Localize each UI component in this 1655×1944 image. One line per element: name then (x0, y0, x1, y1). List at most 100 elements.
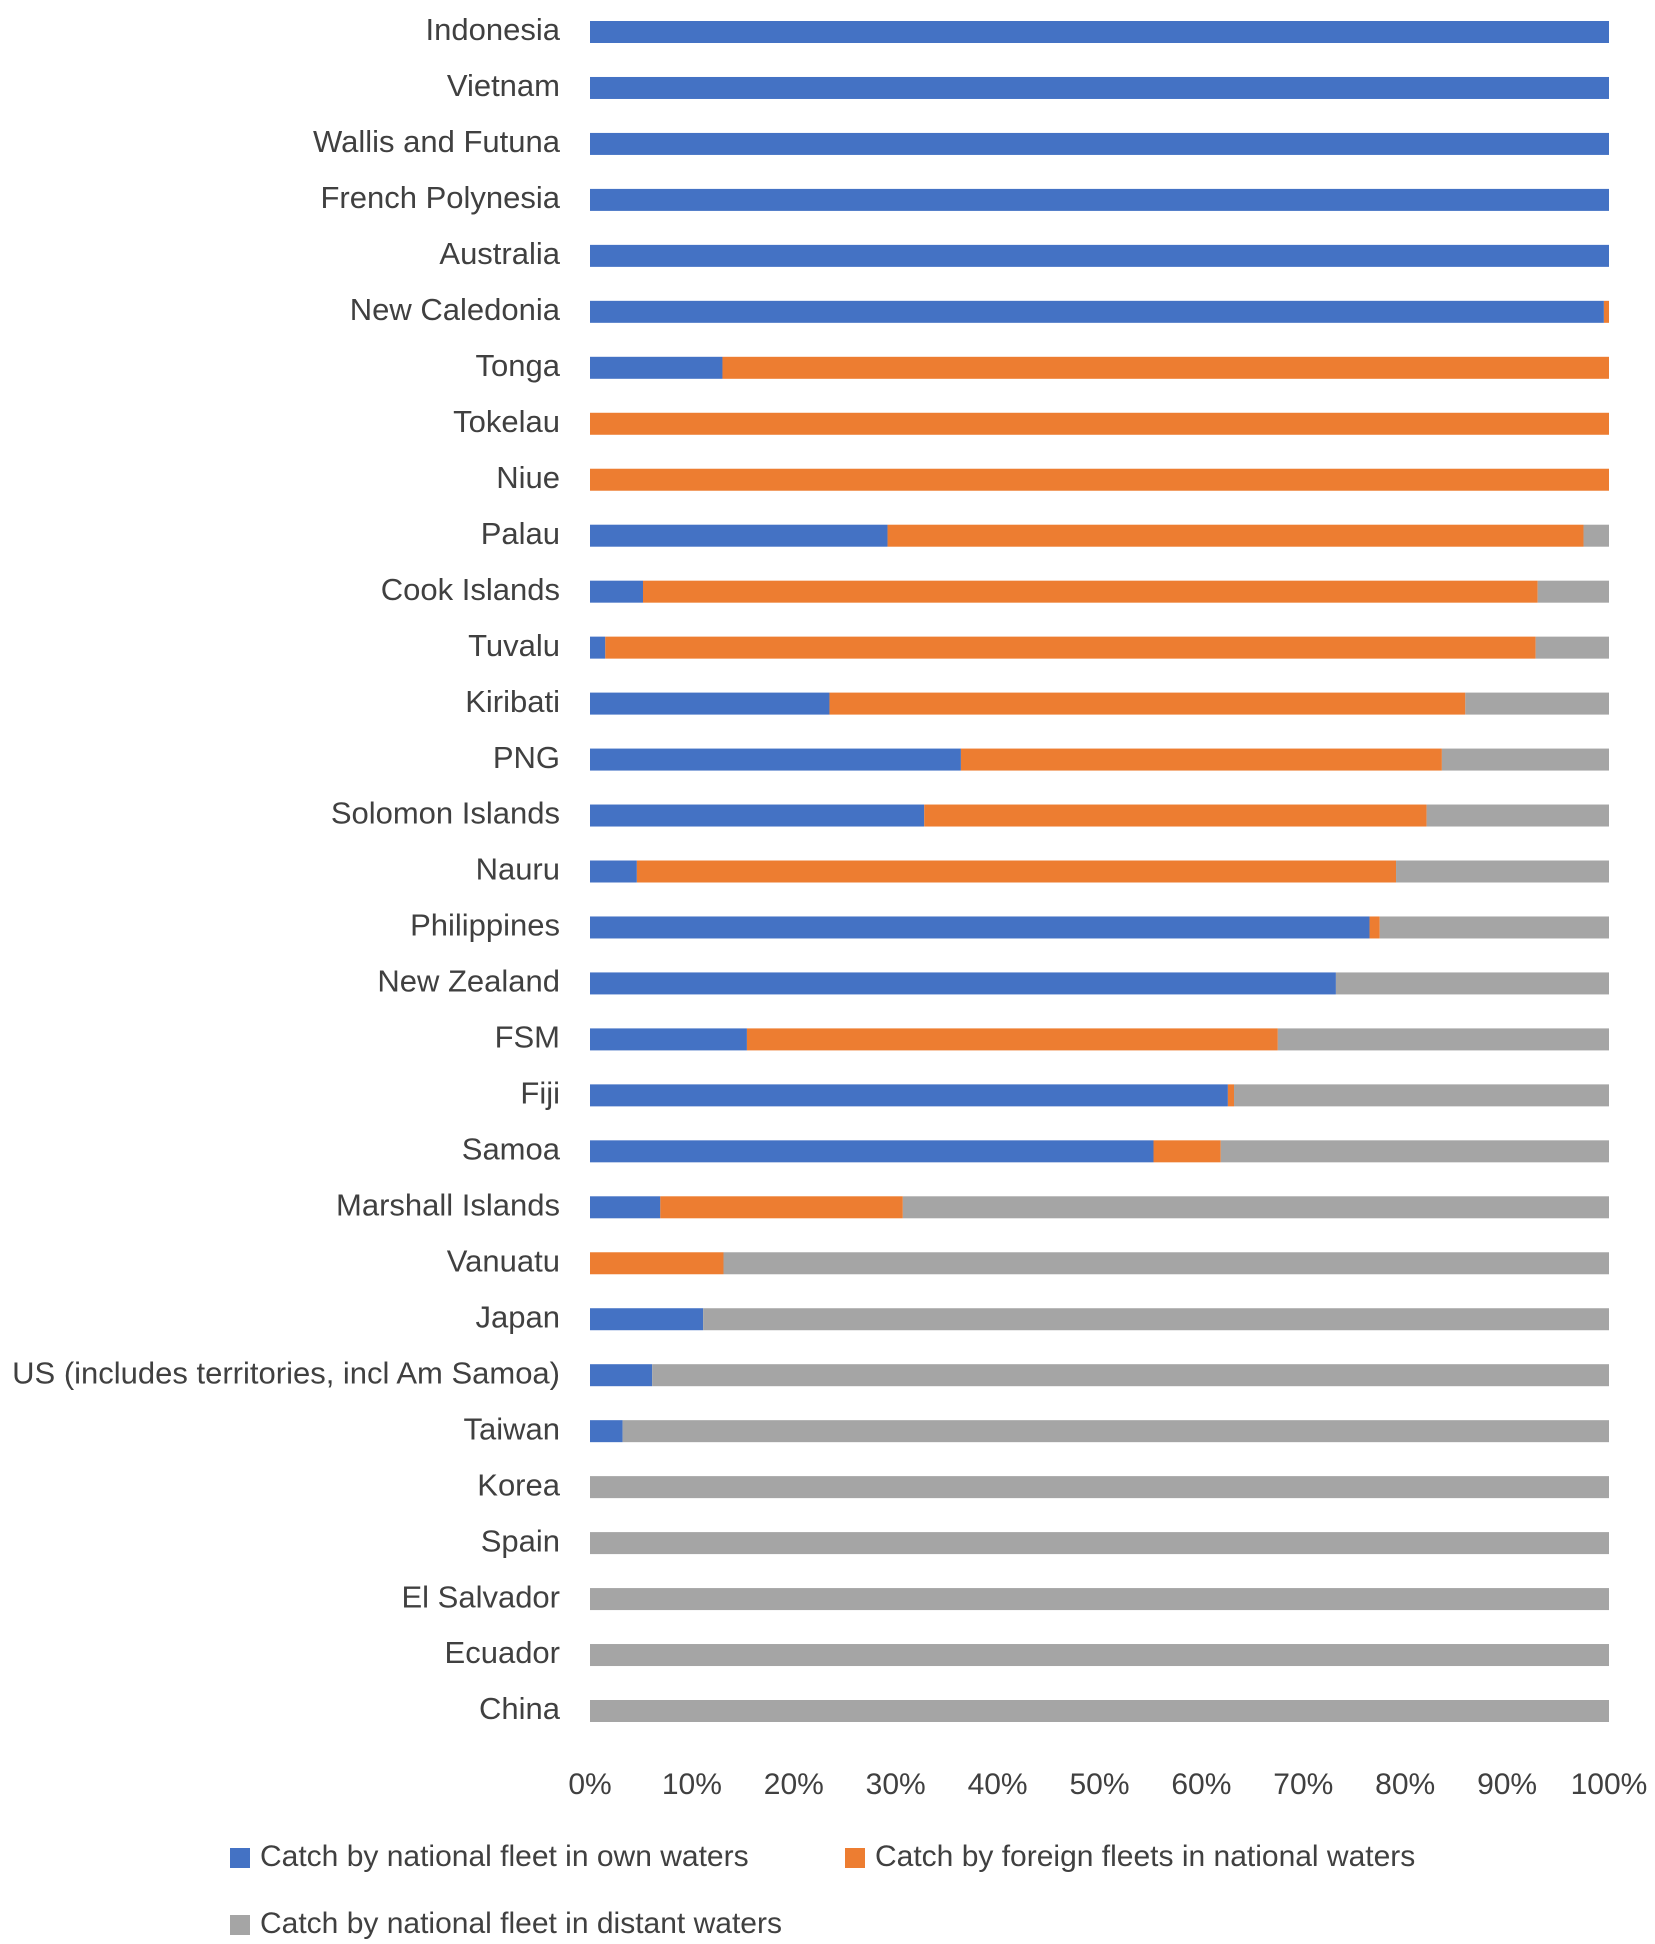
category-label: Spain (481, 1523, 560, 1558)
x-axis-tick-labels: 0% 10% 20% 30% 40% 50% 60% 70% 80% 90% 100% (568, 1768, 1647, 1801)
category-label: Indonesia (426, 12, 561, 47)
bar-segment-series-3 (1234, 1084, 1609, 1107)
bar-segment-series-2 (636, 860, 1397, 883)
bar-segment-series-3 (1465, 692, 1609, 715)
bar-segment-series-1 (590, 1084, 1228, 1107)
bar-segment-series-3 (590, 1588, 1609, 1611)
category-label: French Polynesia (320, 180, 560, 215)
legend-label: Catch by foreign fleets in national wate… (875, 1840, 1415, 1873)
bar-segment-series-3 (622, 1420, 1609, 1443)
bar-segment-series-2 (960, 748, 1442, 771)
bar-segment-series-1 (590, 1420, 623, 1443)
legend: Catch by national fleet in own waters Cat… (230, 1840, 1415, 1940)
bar-segment-series-1 (590, 21, 1609, 43)
bar-segment-series-1 (590, 972, 1336, 995)
bar-segment-series-1 (590, 636, 606, 659)
category-labels: Indonesia Vietnam Wallis and Futuna French … (12, 12, 561, 1726)
category-label: Marshall Islands (336, 1187, 560, 1222)
bar-segment-series-2 (590, 412, 1609, 435)
bar-segment-series-3 (1583, 524, 1609, 547)
category-label: Australia (439, 236, 560, 271)
legend-label: Catch by national fleet in distant water… (260, 1907, 782, 1940)
x-tick-label: 70% (1273, 1768, 1333, 1801)
bar-segment-series-1 (590, 300, 1604, 323)
bar-segment-series-3 (590, 1700, 1609, 1722)
legend-label: Catch by national fleet in own waters (260, 1840, 749, 1873)
category-label: El Salvador (401, 1579, 560, 1614)
bar-segment-series-1 (590, 580, 643, 603)
category-label: China (479, 1691, 561, 1726)
category-label: US (includes territories, incl Am Samoa) (12, 1355, 560, 1390)
category-label: Vanuatu (447, 1243, 560, 1278)
bar-segment-series-2 (924, 804, 1427, 827)
category-label: Nauru (476, 852, 560, 887)
bar-segment-series-2 (829, 692, 1466, 715)
bar-segment-series-3 (590, 1532, 1609, 1555)
bar-segment-series-1 (590, 748, 961, 771)
bar-segment-series-3 (1426, 804, 1609, 827)
bar-segment-series-1 (590, 244, 1609, 267)
category-label: New Zealand (377, 964, 560, 999)
bar-segment-series-3 (1335, 972, 1609, 995)
category-label: New Caledonia (350, 292, 561, 327)
category-label: Japan (476, 1299, 560, 1334)
category-label: Cook Islands (381, 572, 560, 607)
bar-segment-series-1 (590, 132, 1609, 155)
category-label: Tonga (476, 348, 561, 383)
category-label: FSM (495, 1020, 560, 1055)
category-label: Tuvalu (468, 628, 560, 663)
bar-segment-series-3 (703, 1308, 1609, 1331)
bar-segment-series-3 (1220, 1140, 1609, 1163)
legend-swatch (845, 1848, 865, 1868)
x-tick-label: 20% (764, 1768, 824, 1801)
bar-segment-series-3 (1535, 636, 1609, 659)
bar-segment-series-2 (590, 1252, 724, 1275)
category-label: Kiribati (465, 684, 560, 719)
bar-segment-series-1 (590, 1308, 704, 1331)
category-label: Korea (477, 1467, 560, 1502)
bar-segment-series-2 (605, 636, 1536, 659)
bar-segment-series-2 (722, 356, 1609, 379)
bar-segment-series-3 (590, 1644, 1609, 1667)
category-label: Solomon Islands (331, 796, 560, 831)
bar-segment-series-2 (660, 1196, 903, 1219)
bar-segment-series-2 (642, 580, 1538, 603)
bars-group (590, 21, 1609, 1722)
bar-segment-series-1 (590, 1140, 1154, 1163)
category-label: Fiji (520, 1076, 560, 1111)
category-label: Niue (496, 460, 560, 495)
bar-segment-series-3 (1441, 748, 1609, 771)
x-tick-label: 50% (1069, 1768, 1129, 1801)
x-tick-label: 80% (1375, 1768, 1435, 1801)
legend-swatch (230, 1915, 250, 1935)
bar-segment-series-1 (590, 916, 1370, 939)
bar-segment-series-3 (590, 1476, 1609, 1499)
x-tick-label: 60% (1171, 1768, 1231, 1801)
bar-segment-series-3 (652, 1364, 1609, 1387)
category-label: PNG (493, 740, 560, 775)
category-label: Vietnam (447, 68, 560, 103)
bar-segment-series-1 (590, 692, 830, 715)
bar-segment-series-3 (1277, 1028, 1609, 1051)
bar-segment-series-2 (1153, 1140, 1221, 1163)
bar-segment-series-1 (590, 860, 637, 883)
bar-segment-series-1 (590, 524, 888, 547)
bar-segment-series-3 (1379, 916, 1609, 939)
x-tick-label: 0% (568, 1768, 611, 1801)
bar-segment-series-2 (1227, 1084, 1234, 1107)
bar-segment-series-2 (1369, 916, 1380, 939)
category-label: Tokelau (453, 404, 560, 439)
bar-segment-series-3 (723, 1252, 1609, 1275)
category-label: Philippines (410, 908, 560, 943)
bar-segment-series-1 (590, 804, 925, 827)
category-label: Taiwan (464, 1411, 561, 1446)
bar-segment-series-1 (590, 1028, 747, 1051)
bar-segment-series-1 (590, 76, 1609, 99)
x-tick-label: 40% (968, 1768, 1028, 1801)
category-label: Palau (481, 516, 560, 551)
x-tick-label: 100% (1571, 1768, 1648, 1801)
bar-segment-series-1 (590, 1364, 653, 1387)
bar-segment-series-1 (590, 188, 1609, 211)
bar-segment-series-1 (590, 1196, 661, 1219)
